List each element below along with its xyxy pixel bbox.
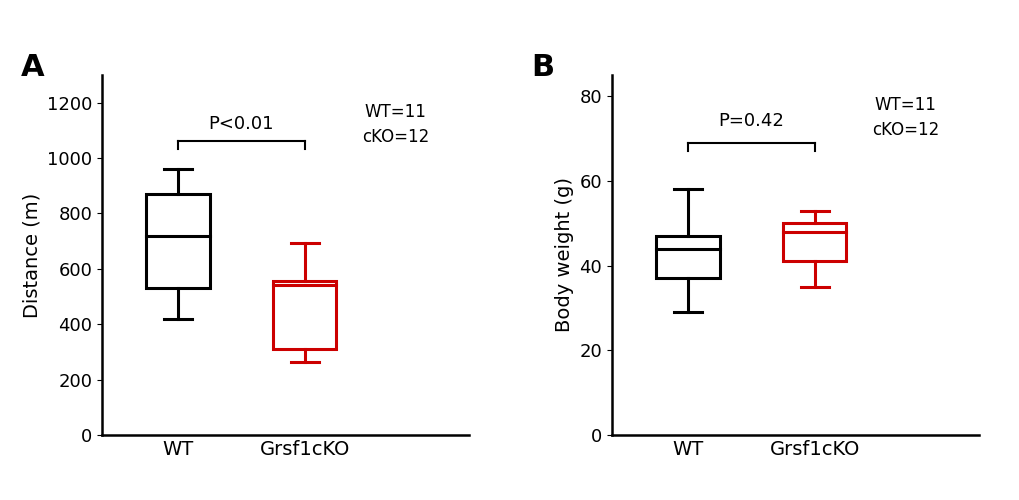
Text: WT=11
cKO=12: WT=11 cKO=12 bbox=[362, 102, 429, 146]
Text: P<0.01: P<0.01 bbox=[208, 115, 274, 133]
Bar bbox=[655, 236, 719, 279]
Bar bbox=[273, 282, 336, 349]
Bar bbox=[146, 194, 210, 288]
Text: A: A bbox=[21, 54, 45, 82]
Y-axis label: Distance (m): Distance (m) bbox=[22, 192, 42, 318]
Y-axis label: Body weight (g): Body weight (g) bbox=[554, 178, 574, 332]
Text: P=0.42: P=0.42 bbox=[717, 112, 784, 130]
Text: B: B bbox=[531, 54, 553, 82]
Bar bbox=[783, 223, 846, 262]
Text: WT=11
cKO=12: WT=11 cKO=12 bbox=[871, 96, 938, 139]
